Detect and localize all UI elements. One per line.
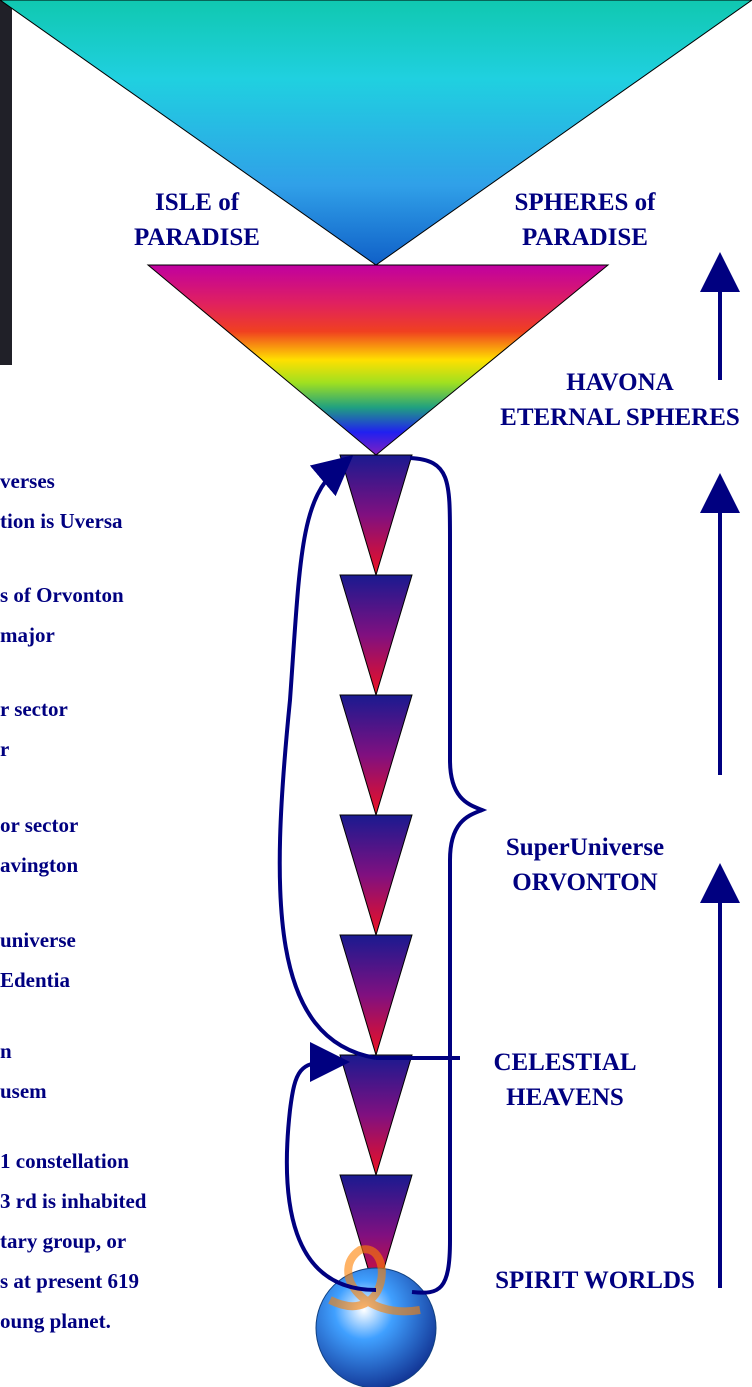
label-line: PARADISE bbox=[134, 224, 260, 251]
note-line: Edentia bbox=[0, 968, 71, 992]
note-line: universe bbox=[0, 928, 76, 952]
label-line: SPIRIT WORLDS bbox=[495, 1267, 695, 1294]
note-line: r bbox=[0, 737, 9, 761]
label-line: ISLE of bbox=[155, 189, 240, 216]
level-triangle bbox=[340, 815, 412, 935]
note-line: 1 constellation bbox=[0, 1149, 129, 1173]
note-line: oung planet. bbox=[0, 1309, 111, 1333]
level-triangle bbox=[340, 575, 412, 695]
note-line: major bbox=[0, 623, 55, 647]
label-line: SuperUniverse bbox=[506, 834, 664, 861]
note-line: s at present 619 bbox=[0, 1269, 139, 1293]
note-line: n bbox=[0, 1039, 12, 1063]
note-line: 3 rd is inhabited bbox=[0, 1189, 147, 1213]
label-line: SPHERES of bbox=[514, 189, 656, 216]
label-line: HEAVENS bbox=[506, 1084, 624, 1111]
level-triangles bbox=[340, 455, 412, 1295]
note-line: or sector bbox=[0, 813, 78, 837]
label-line: ETERNAL SPHERES bbox=[500, 404, 740, 431]
level-triangle bbox=[340, 1055, 412, 1175]
note-line: avington bbox=[0, 853, 79, 877]
note-line: verses bbox=[0, 469, 55, 493]
level-triangle bbox=[340, 455, 412, 575]
note-line: s of Orvonton bbox=[0, 583, 124, 607]
level-triangle bbox=[340, 935, 412, 1055]
label-line: HAVONA bbox=[566, 369, 673, 396]
label-line: ORVONTON bbox=[512, 869, 657, 896]
label-line: PARADISE bbox=[522, 224, 648, 251]
note-line: tion is Uversa bbox=[0, 509, 123, 533]
label-line: CELESTIAL bbox=[493, 1049, 636, 1076]
diagram: ISLE of PARADISE SPHERES of PARADISE HAVONA E… bbox=[0, 0, 752, 1387]
photo-strip bbox=[0, 0, 12, 365]
level-triangle bbox=[340, 695, 412, 815]
note-line: tary group, or bbox=[0, 1229, 126, 1253]
note-line: r sector bbox=[0, 697, 68, 721]
note-line: usem bbox=[0, 1079, 47, 1103]
